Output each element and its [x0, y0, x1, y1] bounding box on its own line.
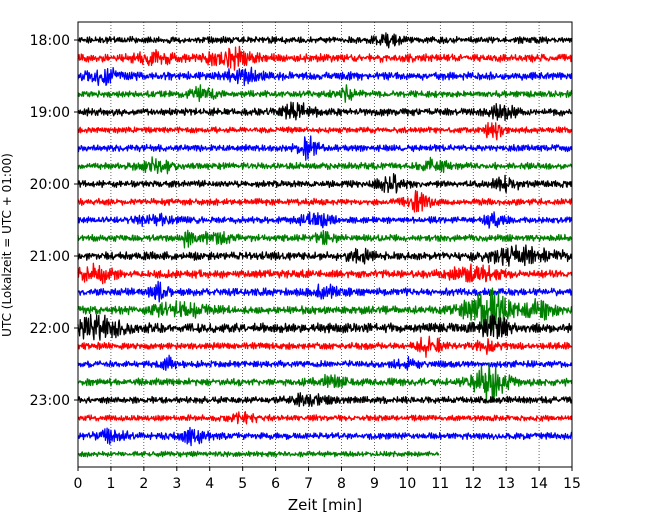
seismic-trace: [77, 84, 573, 103]
seismic-trace: [77, 122, 573, 141]
y-tick-label: 18:00: [30, 33, 70, 49]
x-tick-label: 7: [304, 476, 313, 492]
seismic-trace: [77, 45, 573, 71]
y-tick-label: 22:00: [30, 321, 70, 337]
seismic-trace: [77, 189, 573, 213]
seismic-trace: [77, 313, 573, 341]
seismic-trace: [77, 135, 573, 161]
x-tick-label: 4: [205, 476, 214, 492]
y-axis-label: UTC (Lokalzeit = UTC + 01:00): [0, 153, 14, 337]
x-tick-label: 8: [337, 476, 346, 492]
x-tick-label: 1: [106, 476, 115, 492]
x-tick-label: 3: [172, 476, 181, 492]
x-tick-label: 5: [238, 476, 247, 492]
seismic-trace: [77, 229, 573, 249]
y-tick-label: 20:00: [30, 177, 70, 193]
grid-lines: [110, 22, 540, 467]
seismic-traces: [77, 32, 573, 458]
seismic-trace: [77, 211, 573, 229]
seismic-trace: [77, 280, 573, 303]
seismic-trace: [77, 287, 573, 332]
seismic-trace: [77, 66, 573, 87]
y-tick-label: 19:00: [30, 105, 70, 121]
seismic-trace: [77, 262, 573, 285]
plot-frame: [77, 21, 573, 468]
x-tick-label: 6: [271, 476, 280, 492]
y-tick-label: 23:00: [30, 393, 70, 409]
seismic-trace: [77, 362, 573, 403]
seismic-trace: [77, 392, 573, 408]
seismic-trace: [77, 426, 573, 447]
seismic-trace: [77, 335, 573, 358]
x-tick-label: 2: [139, 476, 148, 492]
x-tick-label: 13: [497, 476, 515, 492]
seismic-trace: [77, 411, 573, 425]
x-axis-label: Zeit [min]: [288, 496, 362, 514]
seismic-trace: [77, 244, 573, 267]
x-axis: 0 1 2 3 4 5 6 7 8 9 10 11 12 13 14 15: [74, 467, 581, 492]
x-tick-label: 9: [370, 476, 379, 492]
y-tick-label: 21:00: [30, 249, 70, 265]
x-tick-label: 14: [530, 476, 548, 492]
x-tick-label: 12: [464, 476, 482, 492]
seismic-trace: [77, 101, 573, 122]
x-tick-label: 10: [398, 476, 416, 492]
seismic-trace: [77, 450, 440, 458]
x-tick-label: 0: [74, 476, 83, 492]
seismic-trace: [77, 32, 573, 49]
x-tick-label: 11: [431, 476, 449, 492]
y-axis: 18:00 19:00 20:00 21:00 22:00 23:00: [30, 33, 78, 409]
x-tick-label: 15: [563, 476, 581, 492]
seismic-trace: [77, 156, 573, 175]
seismic-trace: [77, 173, 573, 194]
